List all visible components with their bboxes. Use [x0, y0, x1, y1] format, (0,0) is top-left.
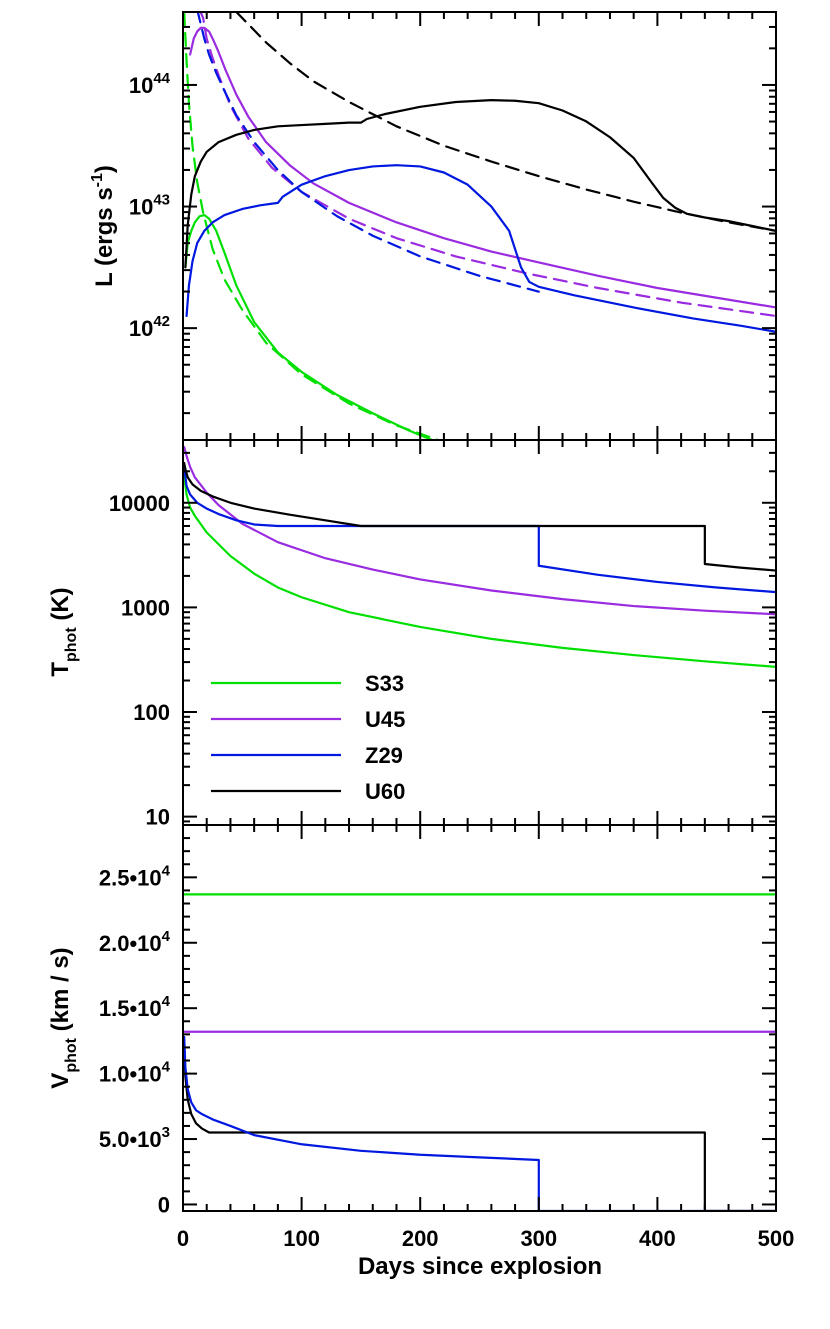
- legend-label-u45: U45: [365, 707, 405, 732]
- y-label-tail: (K): [47, 587, 74, 627]
- y-label-subscript: phot: [63, 1037, 80, 1072]
- y-tick-label: 10000: [109, 491, 170, 516]
- x-tick-label: 400: [639, 1226, 676, 1251]
- tick-exponent: 4: [162, 993, 171, 1010]
- y-tick-label: 1.5•104: [99, 993, 171, 1021]
- legend-label-u60: U60: [365, 779, 405, 804]
- series-s33-solid-line: [183, 474, 776, 668]
- velocity-panel: 05.0•1031.0•1041.5•1042.0•1042.5•104Vpho…: [47, 824, 795, 1280]
- tick-exponent: 3: [162, 1124, 170, 1141]
- tick-base: 10: [129, 316, 153, 341]
- y-label-tail: (km / s): [47, 947, 74, 1038]
- y-tick-label: 1044: [129, 70, 171, 98]
- series-u60-solid-line: [184, 99, 776, 269]
- x-axis-label: Days since explosion: [358, 1253, 602, 1280]
- y-tick-label: 10: [146, 805, 170, 830]
- tick-mantissa: 1.0•10: [99, 1062, 162, 1087]
- y-tick-label: 1042: [129, 313, 170, 341]
- tick-mantissa: 1.5•10: [99, 996, 162, 1021]
- series-u45-dashed-line: [199, 12, 776, 318]
- legend-label-z29: Z29: [365, 743, 403, 768]
- y-label-subscript: phot: [63, 627, 80, 662]
- series-z29-solid-line: [185, 164, 776, 333]
- y-label-main: V: [47, 1073, 74, 1089]
- temperature-panel: 10 100 1000 10000 Tphot (K) S33 U45 Z29 U60: [47, 439, 777, 830]
- tick-exponent: 4: [162, 1059, 171, 1076]
- series-group: [183, 12, 776, 440]
- series-z29-solid-line: [183, 1035, 776, 1211]
- legend-label-s33: S33: [365, 671, 404, 696]
- y-axis-label: L (ergs s-1): [89, 165, 118, 287]
- y-label-main: T: [47, 662, 74, 677]
- y-tick-label: 5.0•103: [99, 1124, 170, 1152]
- tick-mantissa: 5.0•10: [99, 1127, 162, 1152]
- y-tick-label: 0: [158, 1192, 170, 1217]
- y-axis-label: Tphot (K): [47, 587, 80, 676]
- series-u60-dashed-line: [235, 12, 776, 232]
- tick-mantissa: 0: [158, 1192, 170, 1217]
- tick-mantissa: 2.0•10: [99, 931, 162, 956]
- x-tick-label: 500: [758, 1226, 795, 1251]
- tick-exponent: 4: [162, 928, 171, 945]
- tick-base: 10: [129, 195, 153, 220]
- tick-exponent: 44: [153, 70, 170, 87]
- series-u60-solid-line: [183, 461, 776, 572]
- tick-exponent: 43: [153, 192, 170, 209]
- y-tick-label: 1000: [121, 595, 170, 620]
- x-tick-label: 200: [402, 1226, 439, 1251]
- series-z29-solid-line: [183, 465, 776, 594]
- x-tick-label: 0: [177, 1226, 189, 1251]
- series-s33-solid-line: [184, 213, 434, 440]
- series-u45-solid-line: [189, 26, 776, 309]
- legend: S33 U45 Z29 U60: [211, 671, 405, 804]
- series-group: [183, 446, 776, 668]
- y-label-tail: ): [91, 165, 118, 173]
- y-tick-label: 2.5•104: [99, 862, 171, 890]
- y-tick-label: 100: [133, 700, 170, 725]
- series-s33-dashed-line: [183, 12, 440, 440]
- tick-base: 10: [129, 73, 153, 98]
- y-tick-label: 1.0•104: [99, 1059, 171, 1087]
- x-tick-label: 300: [520, 1226, 557, 1251]
- y-tick-label: 2.0•104: [99, 928, 171, 956]
- x-tick-label: 100: [283, 1226, 320, 1251]
- panel-frame: [182, 824, 777, 1212]
- tick-exponent: 4: [162, 862, 171, 879]
- y-tick-label: 1043: [129, 192, 170, 220]
- y-label-superscript: -1: [89, 173, 106, 187]
- y-axis-label: Vphot (km / s): [47, 947, 80, 1088]
- tick-exponent: 42: [153, 313, 170, 330]
- series-group: [183, 893, 776, 1211]
- tick-mantissa: 2.5•10: [99, 865, 162, 890]
- y-label-main: L (ergs s: [91, 187, 118, 287]
- series-u45-solid-line: [183, 446, 776, 616]
